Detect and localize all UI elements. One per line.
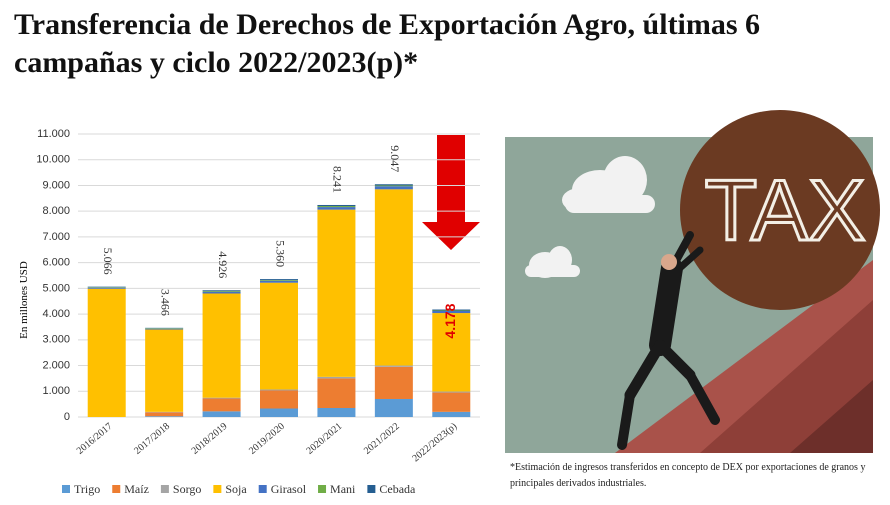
y-tick-label: 10.000: [36, 154, 70, 166]
x-tick-label: 2017/2018: [132, 421, 172, 457]
total-label: 9.047: [388, 145, 402, 172]
bar-segment: [260, 280, 298, 281]
bar-segment: [432, 313, 471, 392]
y-tick-label: 9.000: [42, 179, 70, 191]
bar-segment: [317, 407, 356, 417]
bar-segment: [202, 397, 241, 399]
total-label: 5.066: [101, 248, 115, 275]
bar-segment: [202, 293, 241, 398]
y-tick-label: 2.000: [42, 359, 70, 371]
boulder-text: TAX: [705, 163, 866, 259]
bar-segment: [317, 378, 356, 408]
bar-segment: [87, 286, 126, 288]
bar-segment: [260, 279, 298, 281]
title-box: Transferencia de Derechos de Exportación…: [14, 8, 761, 79]
bar-segment: [202, 291, 241, 292]
bar-segment: [260, 282, 298, 390]
y-axis-label: En millones USD: [18, 261, 30, 339]
y-tick-label: 8.000: [42, 205, 70, 217]
legend-swatch: [62, 485, 70, 493]
y-tick-label: 0: [64, 411, 70, 423]
total-label: 3.466: [158, 289, 172, 316]
legend-label: Cebada: [379, 482, 416, 496]
bar-segment: [432, 391, 471, 393]
legend-swatch: [160, 485, 169, 493]
x-tick-label: 2016/2017: [75, 421, 115, 457]
total-label: 8.241: [331, 166, 345, 193]
total-label: 5.360: [273, 240, 287, 267]
legend-label: Trigo: [74, 482, 100, 496]
bar-segment: [202, 291, 241, 294]
bar-segment: [145, 328, 184, 330]
bar-segment: [317, 207, 356, 210]
legend-label: Sorgo: [173, 482, 201, 496]
legend-label: Girasol: [271, 482, 307, 496]
bar-segment: [374, 184, 413, 186]
x-tick-label: 2018/2019: [190, 421, 230, 457]
legend-swatch: [213, 485, 222, 493]
legend-label: Mani: [330, 482, 356, 496]
legend-swatch: [318, 485, 327, 493]
y-tick-label: 3.000: [42, 334, 70, 346]
total-label-highlight: 4.178: [442, 303, 458, 338]
bar-segment: [317, 376, 356, 379]
bar-segment: [374, 186, 413, 190]
bar-segment: [145, 412, 184, 417]
bar-segment: [260, 390, 298, 409]
bar-segment: [317, 204, 356, 207]
bar-segment: [432, 311, 471, 314]
bar-segment: [87, 287, 126, 288]
legend-swatch: [258, 485, 267, 493]
bar-segment: [145, 328, 184, 329]
bar-segment: [432, 392, 471, 412]
bar-segment: [260, 389, 298, 391]
y-tick-label: 11.000: [37, 128, 70, 140]
y-tick-label: 4.000: [42, 308, 70, 320]
footnote-box: *Estimación de ingresos transferidos en …: [510, 462, 866, 489]
bar-segment: [317, 206, 356, 208]
bar-segment: [432, 310, 471, 312]
illustration: TAX: [505, 110, 880, 453]
bar-segment: [260, 408, 298, 417]
legend-label: Maíz: [124, 482, 149, 496]
bar-segment: [260, 280, 298, 283]
bar-segment: [374, 398, 413, 417]
title: Transferencia de Derechos de Exportación…: [14, 8, 761, 79]
decorative-arrow: [422, 135, 480, 250]
y-tick-label: 1.000: [42, 385, 70, 397]
bar-segment: [202, 290, 241, 292]
bar-segment: [87, 288, 126, 417]
y-tick-label: 6.000: [42, 257, 70, 269]
bar-segment: [374, 189, 413, 366]
bar-segment: [374, 366, 413, 399]
x-tick-label: 2019/2020: [247, 421, 287, 457]
bar-segment: [202, 411, 241, 417]
legend-swatch: [112, 485, 121, 493]
bar-segment: [432, 309, 471, 311]
bar-segment: [374, 185, 413, 187]
legend-label: Soja: [225, 482, 247, 496]
y-tick-label: 5.000: [42, 282, 70, 294]
bar-segment: [145, 416, 184, 417]
x-tick-label: 2022/2023(p): [410, 421, 459, 464]
bar-segment: [145, 411, 184, 413]
total-label: 4.926: [216, 251, 230, 278]
footnote: *Estimación de ingresos transferidos en …: [510, 462, 866, 489]
bar-segment: [317, 209, 356, 377]
x-tick-label: 2021/2022: [362, 421, 402, 457]
bar-segment: [145, 329, 184, 412]
bar-segment: [202, 398, 241, 412]
y-tick-label: 7.000: [42, 231, 70, 243]
legend-swatch: [367, 485, 376, 493]
bar-segment: [87, 287, 126, 289]
x-tick-label: 2020/2021: [305, 421, 345, 457]
bar-segment: [432, 411, 471, 417]
bar-segment: [374, 365, 413, 367]
